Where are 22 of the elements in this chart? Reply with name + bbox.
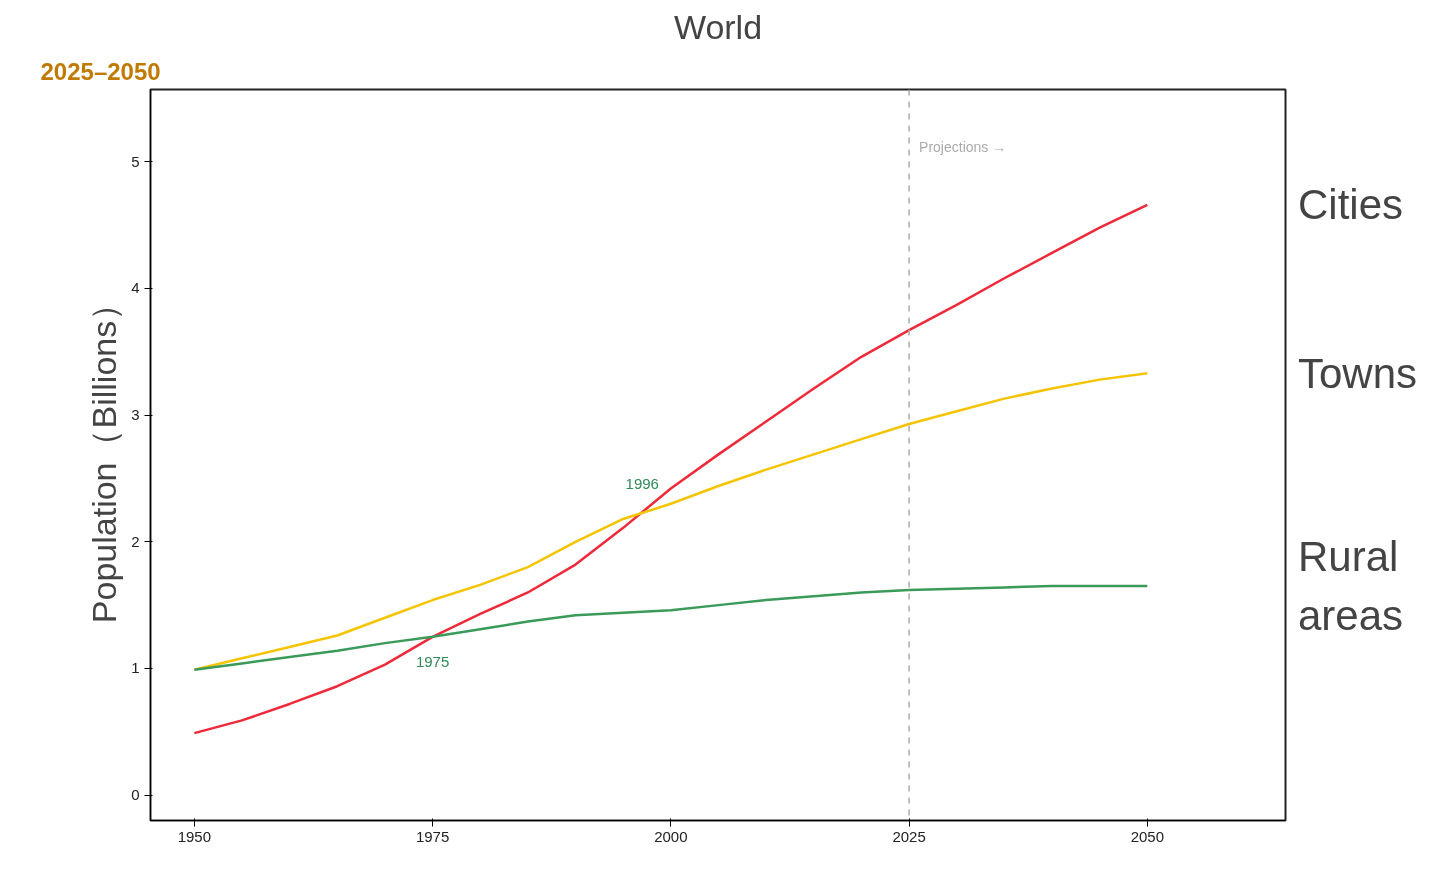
line-series — [193, 203, 1149, 735]
y-tick-label: 3 — [131, 406, 140, 424]
text: 2025–2050 — [40, 57, 161, 85]
y-tick-label: 2 — [131, 532, 140, 550]
chart-title: World — [673, 7, 763, 46]
text: Rural areas — [1298, 533, 1404, 639]
x-tick-label: 1950 — [177, 827, 212, 845]
y-tick-label: 4 — [131, 279, 140, 297]
text: Cities — [1298, 181, 1404, 229]
ref-line-label: Projections → — [919, 138, 1007, 155]
x-tick-label: 2050 — [1130, 827, 1165, 845]
text: Towns — [1298, 349, 1418, 397]
x-tick-label: 2000 — [654, 827, 688, 845]
y-axis-title: Population（Billions） — [85, 286, 124, 624]
annotation: 1996 — [625, 474, 659, 492]
y-tick-label: 0 — [131, 786, 140, 804]
x-tick-label: 1975 — [415, 827, 450, 845]
annotation: 1975 — [415, 652, 450, 670]
y-tick-label: 1 — [131, 659, 140, 677]
x-tick-label: 2025 — [892, 827, 926, 845]
line-series — [193, 584, 1149, 671]
y-tick-label: 5 — [131, 152, 140, 170]
